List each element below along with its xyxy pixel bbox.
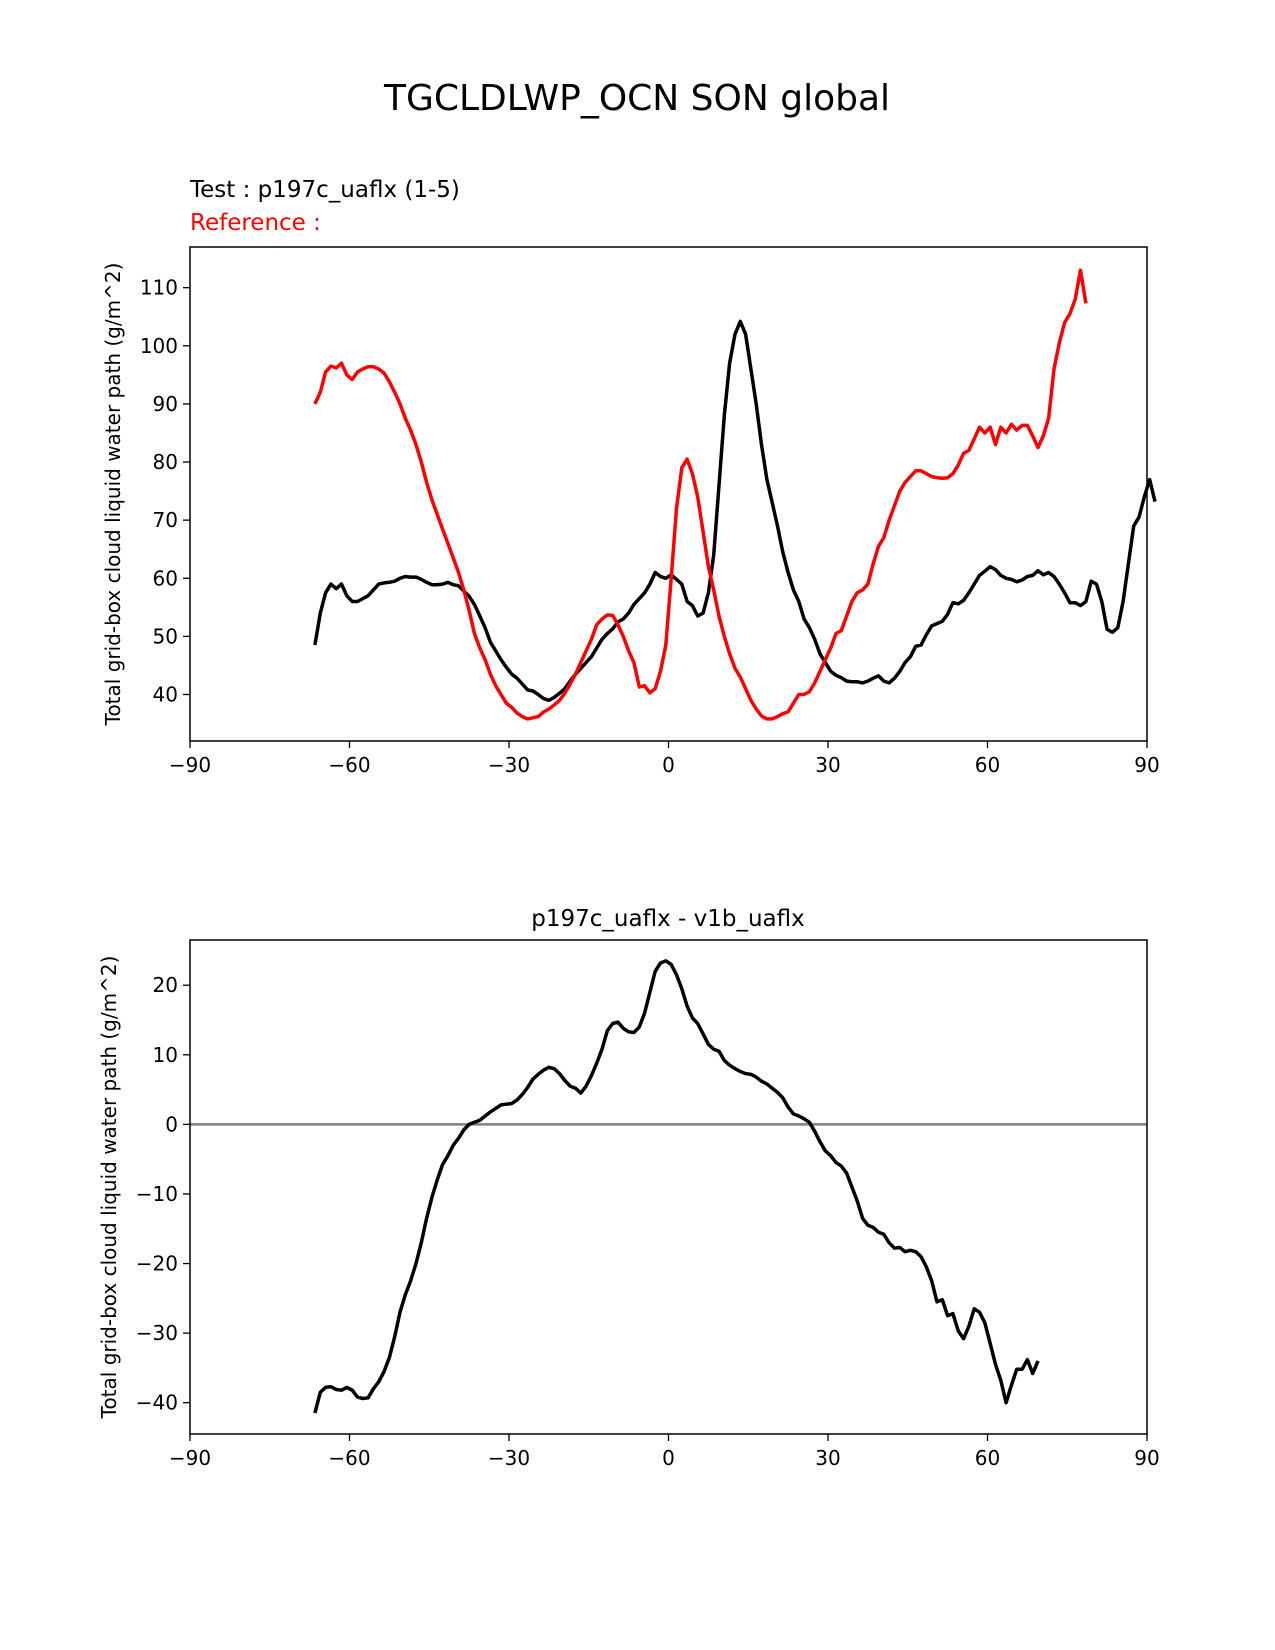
bottom-series-difference	[313, 959, 1040, 1414]
top-series-test	[313, 319, 1157, 703]
top-x-tick-label: −60	[328, 753, 370, 777]
bottom-y-tick-label: 10	[153, 1043, 178, 1067]
top-y-tick-label: 80	[153, 450, 178, 474]
bottom-y-tick-label: 20	[153, 973, 178, 997]
bottom-title: p197c_uaflx - v1b_uaflx	[531, 906, 804, 932]
top-x-tick-label: 0	[662, 753, 675, 777]
test-label: Test : p197c_uaflx (1-5)	[189, 177, 460, 203]
bottom-y-tick-label: −40	[136, 1391, 178, 1415]
top-y-tick-label: 50	[153, 624, 178, 648]
bottom-plot-area	[190, 959, 1147, 1414]
top-y-tick-label: 60	[153, 566, 178, 590]
bottom-x-tick-label: 60	[975, 1446, 1000, 1470]
bottom-chart: p197c_uaflx - v1b_uaflx Total grid-box c…	[97, 906, 1160, 1470]
top-ylabel: Total grid-box cloud liquid water path (…	[101, 263, 125, 727]
top-x-tick-label: 30	[815, 753, 840, 777]
bottom-axes-frame	[189, 939, 1148, 1435]
top-y-tick-label: 90	[153, 392, 178, 416]
bottom-x-tick-label: −60	[328, 1446, 370, 1470]
top-x-tick-label: 90	[1134, 753, 1159, 777]
bottom-x-tick-label: 90	[1134, 1446, 1159, 1470]
top-x-tick-label: −30	[488, 753, 530, 777]
top-y-tick-label: 100	[140, 334, 178, 358]
top-y-tick-label: 110	[140, 276, 178, 300]
bottom-y-tick-label: −10	[136, 1182, 178, 1206]
top-y-tick-label: 40	[153, 683, 178, 707]
bottom-y-tick-label: −20	[136, 1252, 178, 1276]
reference-label: Reference :	[190, 210, 321, 236]
top-x-tick-label: −90	[169, 753, 211, 777]
top-x-ticks: −90 −60 −30 0 30 60 90	[169, 741, 1160, 777]
bottom-ylabel: Total grid-box cloud liquid water path (…	[97, 956, 121, 1420]
top-y-ticks: 40 50 60 70 80 90 100 110	[140, 276, 190, 707]
figure-title: TGCLDLWP_OCN SON global	[383, 78, 890, 119]
bottom-x-tick-label: 0	[662, 1446, 675, 1470]
top-axes-frame	[189, 246, 1148, 742]
bottom-x-tick-label: −30	[488, 1446, 530, 1470]
top-series-reference	[313, 268, 1088, 721]
top-plot-area	[313, 268, 1157, 721]
bottom-x-tick-label: 30	[815, 1446, 840, 1470]
top-x-tick-label: 60	[975, 753, 1000, 777]
bottom-y-tick-label: 0	[165, 1112, 178, 1136]
top-y-tick-label: 70	[153, 508, 178, 532]
bottom-y-ticks: −40 −30 −20 −10 0 10 20	[136, 973, 190, 1415]
top-chart: Test : p197c_uaflx (1-5) Reference : Tot…	[101, 177, 1160, 777]
bottom-y-tick-label: −30	[136, 1321, 178, 1345]
bottom-x-ticks: −90 −60 −30 0 30 60 90	[169, 1434, 1160, 1470]
bottom-x-tick-label: −90	[169, 1446, 211, 1470]
